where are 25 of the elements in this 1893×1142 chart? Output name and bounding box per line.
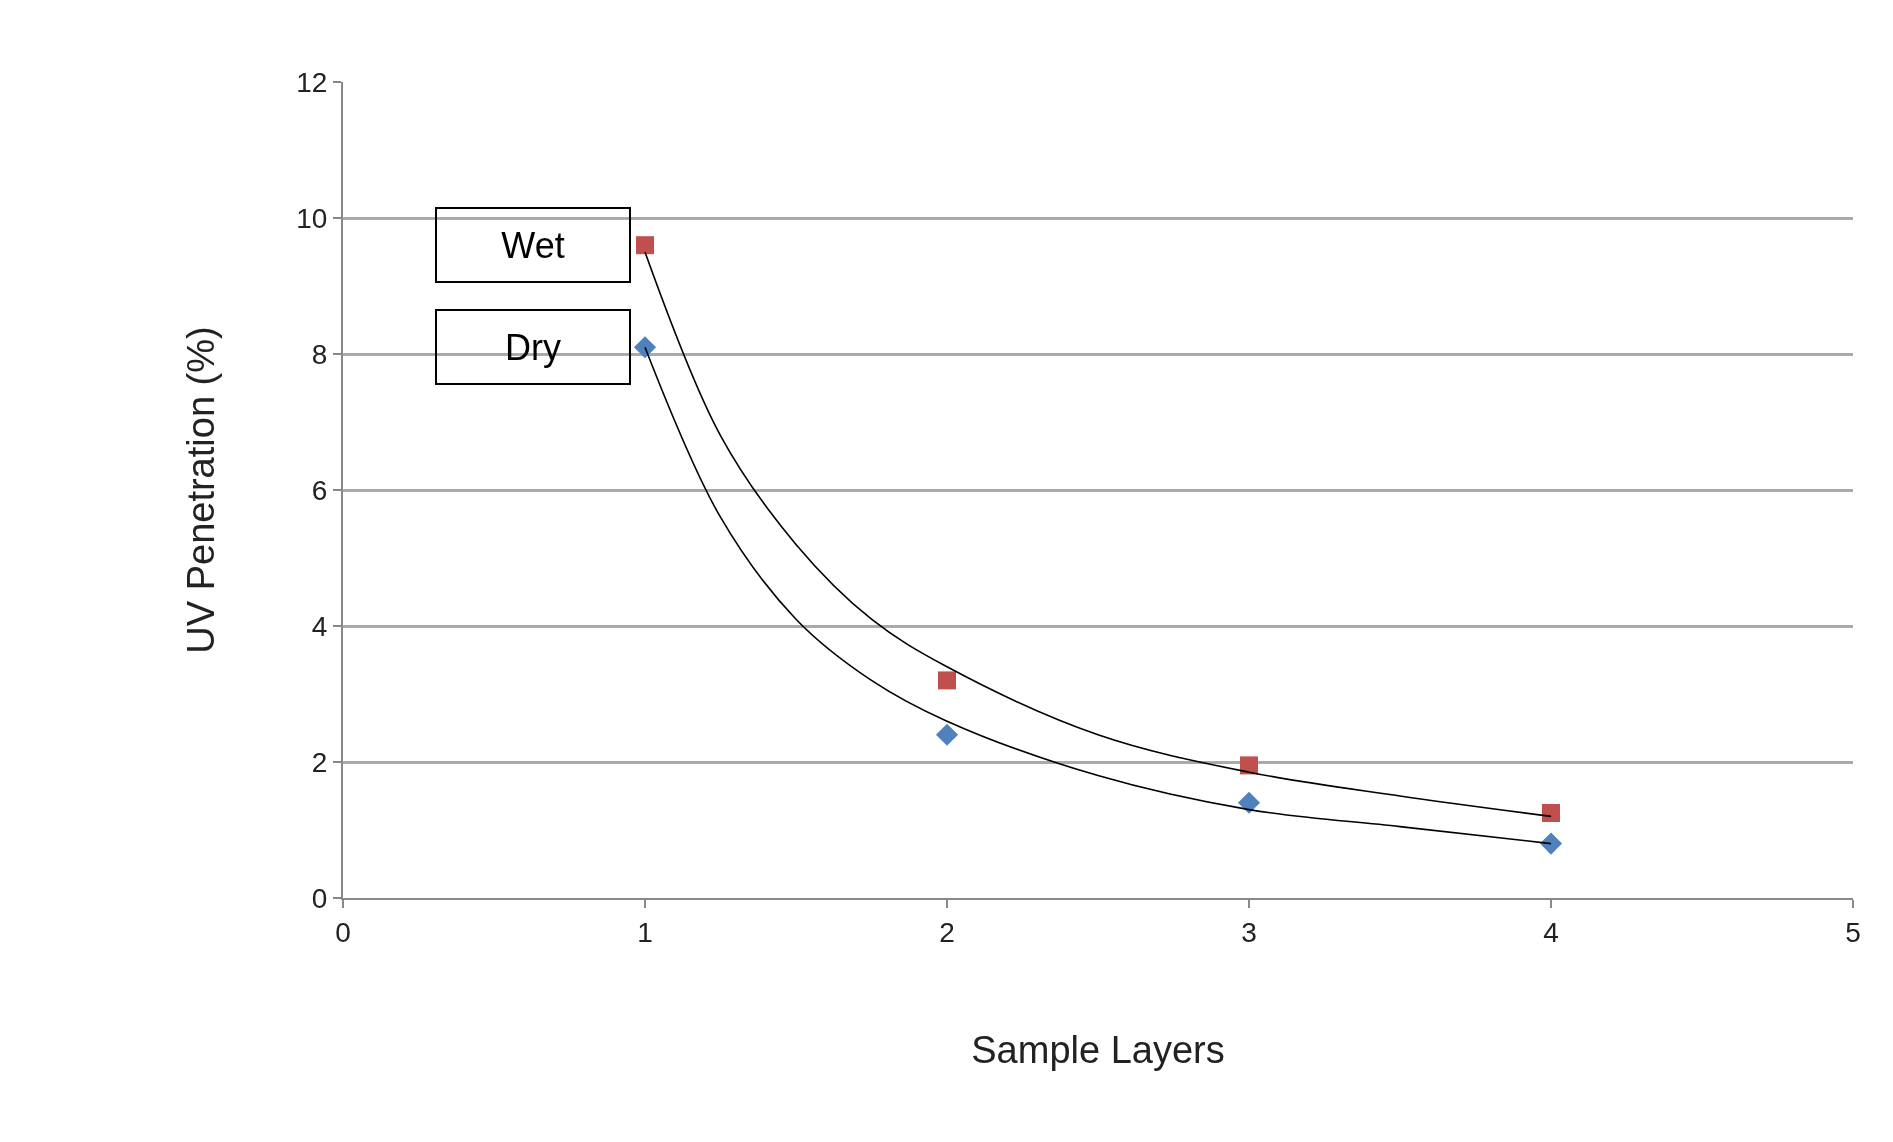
- y-tick-label: 4: [311, 610, 328, 642]
- point: [935, 723, 959, 746]
- series-label: Wet: [501, 224, 565, 266]
- x-tick-label: 2: [939, 916, 955, 948]
- x-axis-title: Sample Layers: [971, 1029, 1225, 1072]
- y-tick-label: 6: [311, 474, 328, 506]
- text: Dry: [505, 326, 561, 368]
- y-tick-label: 2: [311, 746, 328, 778]
- y-tick-label: 0: [311, 882, 328, 914]
- y-axis-title: UV Penetration (%): [179, 326, 222, 654]
- x-tick-label: 3: [1241, 916, 1257, 948]
- x-tick-label: 0: [335, 916, 351, 948]
- point: [1237, 791, 1261, 814]
- point: [1240, 756, 1258, 775]
- y-tick-label: 8: [311, 338, 328, 370]
- x-tick-label: 5: [1845, 916, 1861, 948]
- point: [636, 236, 654, 255]
- y-tick-label: 12: [296, 66, 328, 98]
- point: [1542, 804, 1560, 822]
- x-tick-label: 1: [637, 916, 653, 948]
- point: [938, 671, 956, 690]
- point: [1539, 832, 1563, 855]
- point: [633, 336, 657, 359]
- x-tick-label: 4: [1543, 916, 1559, 948]
- y-tick-label: 10: [296, 202, 328, 234]
